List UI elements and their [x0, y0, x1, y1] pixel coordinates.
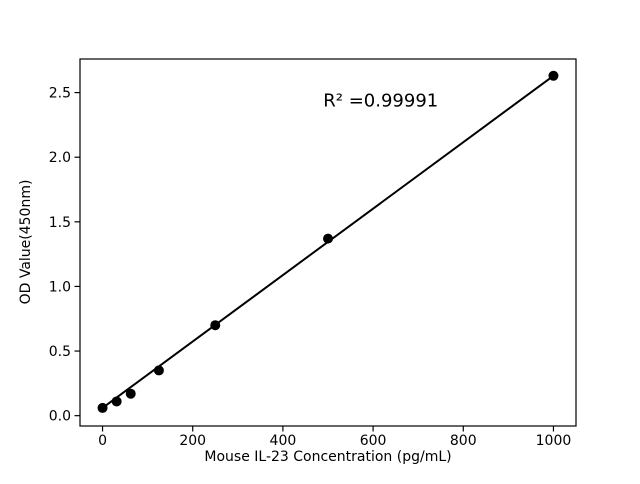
x-tick-label: 600: [360, 433, 387, 449]
data-point: [548, 70, 559, 81]
y-tick-label: 2.0: [49, 150, 71, 166]
r-squared-annotation: R² =0.99991: [323, 90, 438, 111]
y-axis-label: OD Value(450nm): [18, 180, 34, 305]
data-point: [125, 388, 136, 399]
x-axis-ticks: 0 200 400 600 800 1000: [98, 426, 571, 449]
data-point: [210, 320, 221, 331]
y-tick-label: 1.5: [49, 215, 71, 231]
y-tick-label: 2.5: [49, 86, 71, 102]
data-point: [323, 233, 333, 244]
y-tick-label: 1.0: [49, 279, 71, 295]
x-tick-label: 1000: [536, 433, 572, 449]
y-tick-label: 0.5: [49, 344, 71, 360]
data-point: [111, 396, 122, 407]
plot-frame: [79, 58, 577, 427]
x-tick-label: 800: [450, 433, 477, 449]
data-point: [153, 365, 164, 376]
data-point: [97, 402, 108, 413]
x-tick-label: 200: [179, 433, 206, 449]
x-tick-label: 400: [270, 433, 297, 449]
x-tick-label: 0: [98, 433, 107, 449]
y-tick-label: 0.0: [49, 409, 71, 425]
y-axis-ticks: 0.0 0.5 1.0 1.5 2.0 2.5: [49, 86, 80, 425]
x-axis-label: Mouse IL-23 Concentration (pg/mL): [204, 449, 451, 465]
data-points: [97, 70, 559, 413]
